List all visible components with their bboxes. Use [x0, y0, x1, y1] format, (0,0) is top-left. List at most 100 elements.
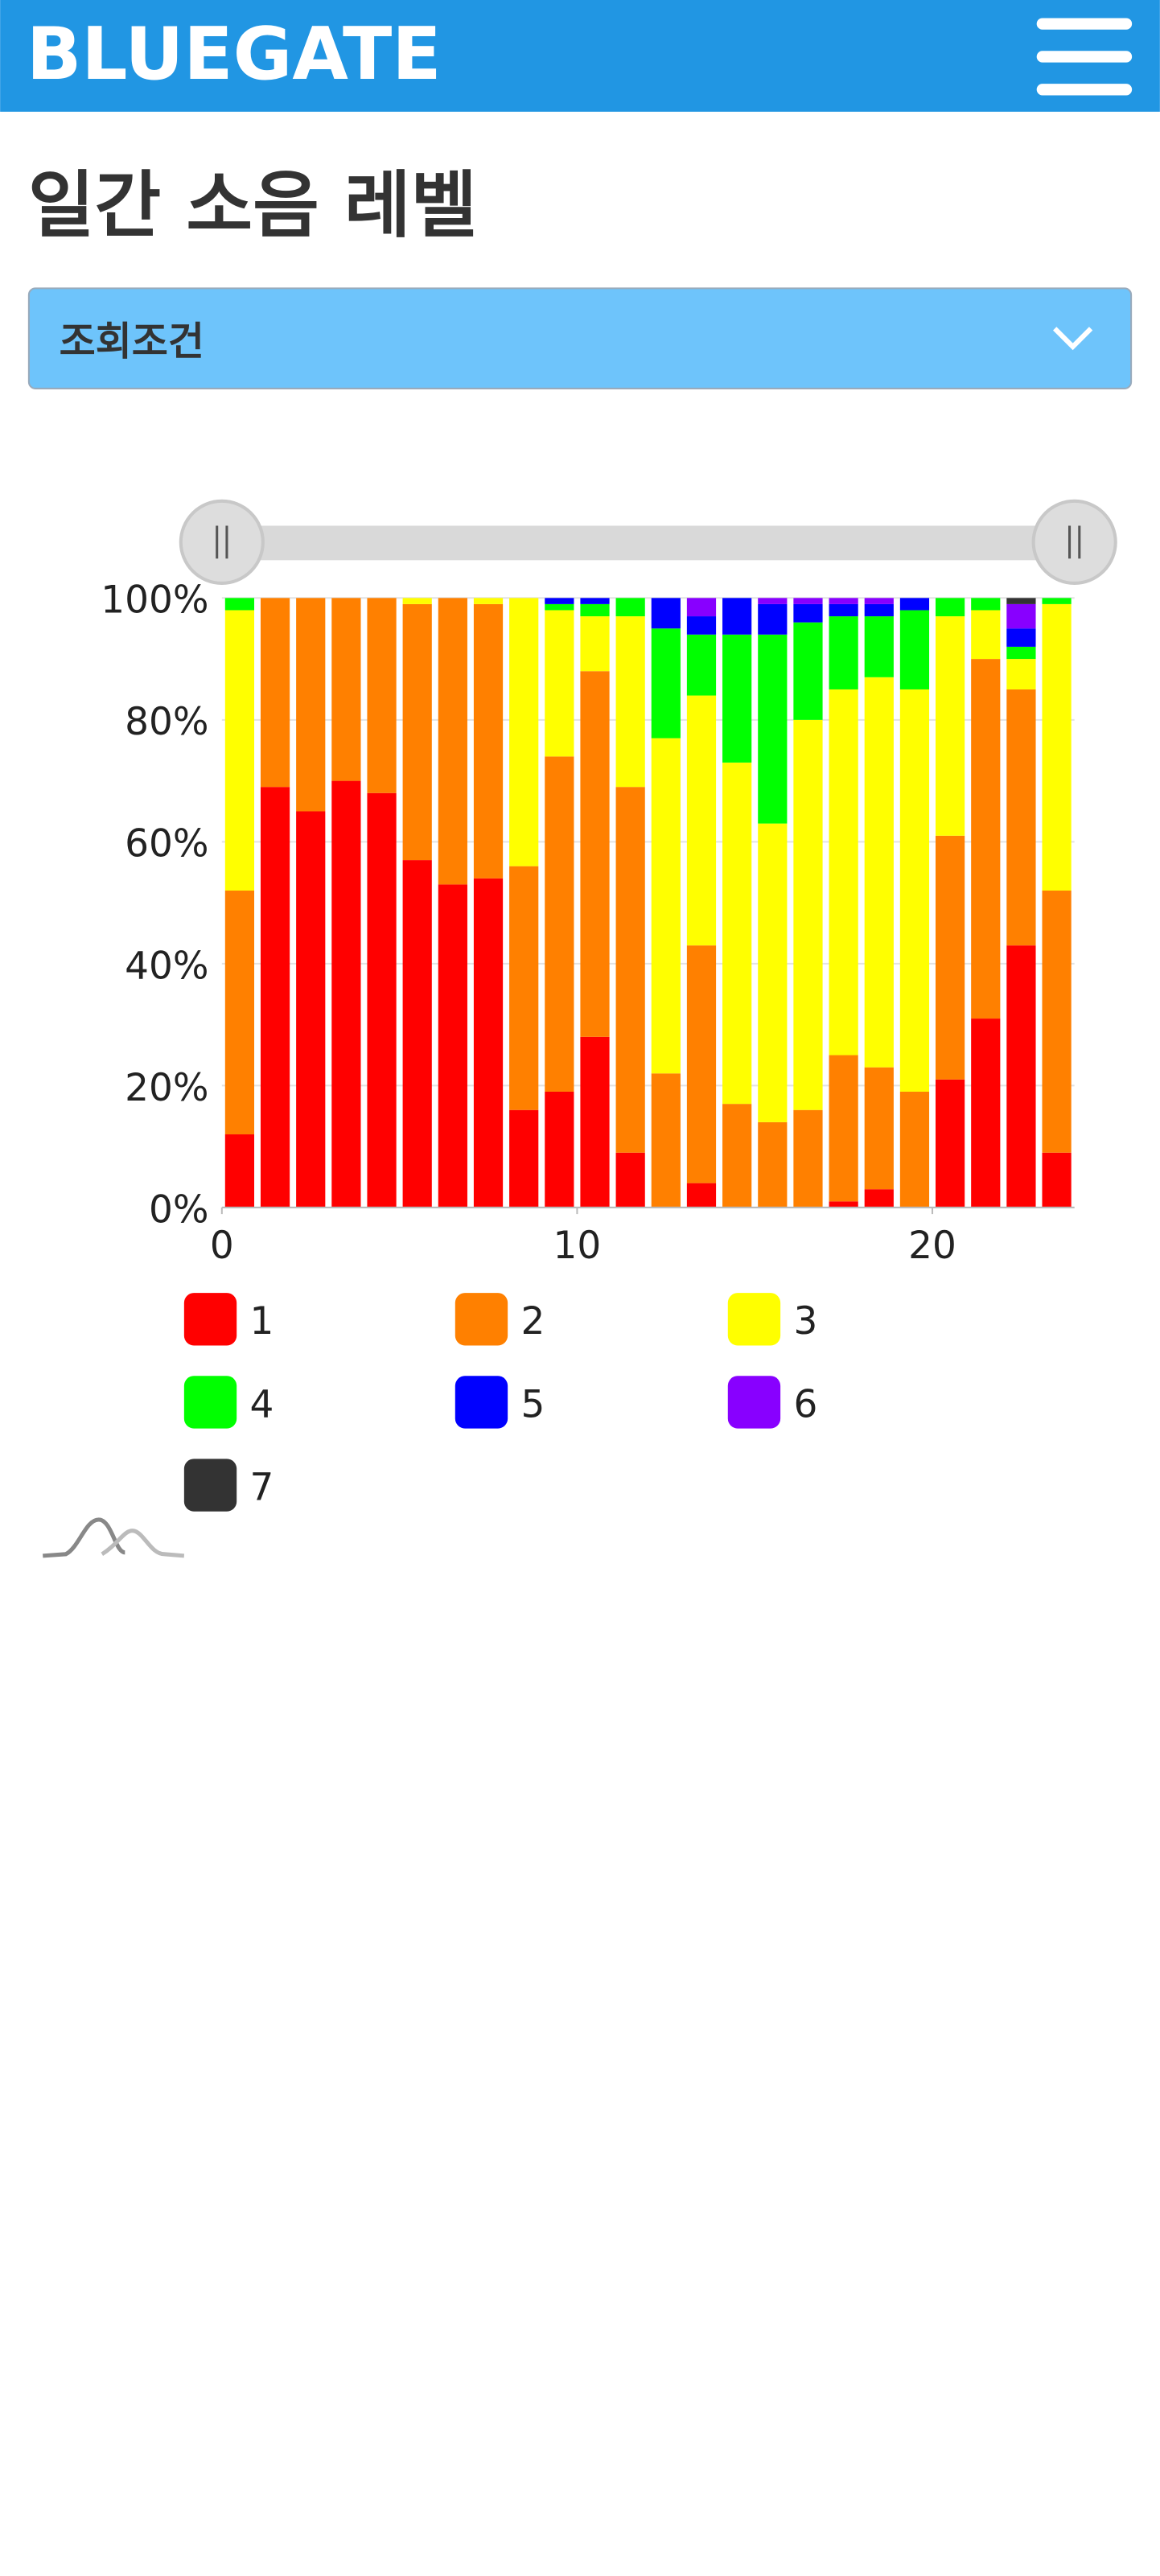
x-tick-label: 0 — [210, 1224, 234, 1268]
bar-segment — [793, 598, 823, 604]
legend-label[interactable]: 3 — [793, 1299, 817, 1344]
bar-segment — [722, 598, 752, 635]
chart-type-icon[interactable] — [43, 1517, 185, 1558]
bar-segment — [758, 1121, 788, 1208]
legend-swatch[interactable] — [455, 1293, 508, 1346]
bar-segment — [971, 659, 1001, 1019]
filter-dropdown[interactable] — [27, 287, 1133, 389]
bar-segment — [758, 598, 788, 604]
bar-segment — [260, 787, 290, 1208]
range-handle[interactable] — [179, 499, 265, 585]
bar-segment — [402, 598, 432, 604]
bar-segment — [1006, 628, 1036, 647]
bar-segment — [1006, 689, 1036, 946]
legend-swatch[interactable] — [183, 1293, 237, 1346]
bar-segment — [971, 1018, 1001, 1208]
bar-segment — [615, 616, 645, 788]
range-track[interactable] — [221, 525, 1075, 561]
logo[interactable]: BLUEGATE — [27, 13, 442, 97]
bar-segment — [473, 878, 504, 1208]
bar-segment — [224, 598, 255, 611]
bar-segment — [509, 866, 539, 1110]
bar-segment — [686, 616, 717, 635]
bar-segment — [651, 1073, 681, 1208]
bar-segment — [545, 603, 574, 611]
bar-segment — [829, 603, 858, 617]
legend-label[interactable]: 5 — [520, 1382, 545, 1426]
legend-label[interactable]: 1 — [250, 1299, 274, 1344]
chart: 0% 20% 40% 60% 80% 100% 0 10 20 1 2 3 4 5 6 7 — [101, 578, 1075, 1512]
y-tick-label: 0% — [149, 1187, 208, 1232]
bar-segment — [473, 603, 504, 879]
bar-segment — [367, 792, 397, 1208]
bar-segment — [829, 1055, 858, 1202]
bar-segment — [615, 1152, 645, 1208]
legend-swatch[interactable] — [183, 1459, 237, 1512]
bar-segment — [1006, 603, 1036, 629]
y-tick-label: 40% — [125, 944, 208, 988]
dropdown-chevron — [1052, 327, 1093, 351]
range-handle[interactable] — [1031, 499, 1117, 585]
legend-label[interactable]: 2 — [520, 1299, 545, 1344]
bar-segment — [438, 598, 467, 885]
bar-segment — [1042, 1152, 1072, 1208]
bar-segment — [224, 1134, 255, 1208]
bar-segment — [864, 616, 894, 677]
bar-segment — [545, 598, 574, 604]
bar-segment — [758, 603, 788, 635]
bar-segment — [722, 1104, 752, 1208]
legend-swatch[interactable] — [455, 1376, 508, 1429]
legend-label[interactable]: 7 — [250, 1465, 274, 1509]
bar-segment — [580, 671, 610, 1037]
bar-segment — [864, 677, 894, 1068]
bar-segment — [793, 1109, 823, 1208]
bar-segment — [864, 1189, 894, 1208]
legend-label[interactable]: 4 — [250, 1382, 274, 1426]
bar-segment — [936, 1079, 965, 1208]
page-title: 일간 소음 레벨 — [28, 164, 478, 248]
bar-segment — [260, 598, 290, 788]
filter-label[interactable]: 조회조건 — [60, 319, 204, 364]
bar-segment — [438, 884, 467, 1208]
bar-segment — [686, 695, 717, 946]
bar-segment — [402, 603, 432, 861]
bar-segment — [509, 1109, 539, 1208]
bar-segment — [899, 598, 930, 611]
legend-swatch[interactable] — [183, 1376, 237, 1429]
bar-segment — [864, 603, 894, 617]
bar-segment — [331, 780, 361, 1208]
bar-segment — [864, 598, 894, 604]
bar-segment — [936, 616, 965, 836]
bar-segment — [651, 598, 681, 629]
y-tick-label: 80% — [125, 700, 208, 744]
bar-segment — [1006, 598, 1036, 604]
bar-segment — [686, 598, 717, 617]
menu-button[interactable] — [1036, 18, 1133, 96]
header-bar — [0, 0, 1160, 112]
legend-swatch[interactable] — [727, 1293, 781, 1346]
bar-segment — [580, 1036, 610, 1208]
bar-segment — [224, 610, 255, 891]
bar-segment — [829, 689, 858, 1056]
bar-segment — [651, 738, 681, 1074]
legend-swatch[interactable] — [727, 1376, 781, 1429]
legend-label[interactable]: 6 — [793, 1382, 817, 1426]
bar-segment — [296, 598, 326, 812]
bar-segment — [473, 598, 504, 604]
bar-segment — [829, 598, 858, 604]
bar-segment — [1042, 890, 1072, 1153]
bar-segment — [1006, 646, 1036, 660]
bar-segment — [509, 598, 539, 866]
bar-segment — [793, 622, 823, 720]
bar-segment — [545, 610, 574, 757]
bar-segment — [686, 1183, 717, 1208]
y-tick-label: 20% — [125, 1066, 208, 1110]
bar-segment — [686, 945, 717, 1183]
bar-segment — [758, 823, 788, 1122]
bar-segment — [793, 719, 823, 1110]
bar-segment — [580, 598, 610, 604]
bar-segment — [580, 616, 610, 672]
y-tick-label: 100% — [101, 578, 208, 623]
